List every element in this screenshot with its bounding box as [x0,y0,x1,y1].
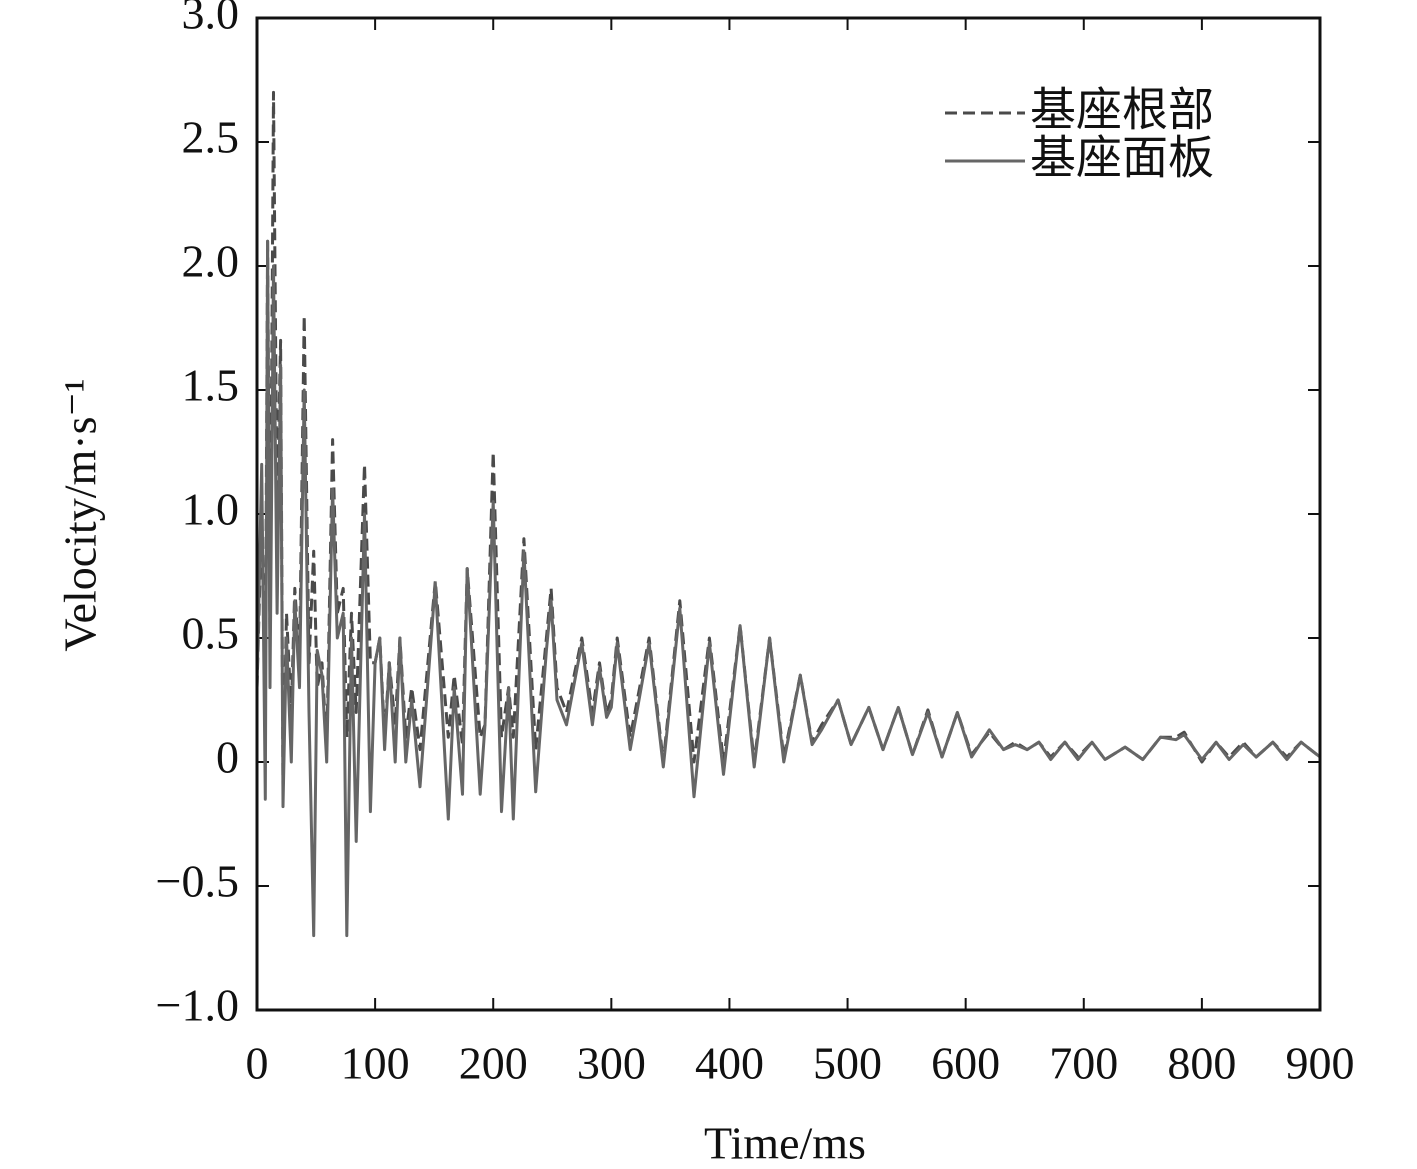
y-tick-label: 1.0 [182,484,240,535]
series-line [255,90,1321,789]
y-tick-label: 3.0 [182,0,240,39]
x-tick-label: 0 [246,1038,269,1089]
y-tick-label: 0 [216,732,239,783]
y-tick-label: 0.5 [182,608,240,659]
y-tick-label: 1.5 [182,360,240,411]
x-axis-label: Time/ms [704,1118,866,1169]
x-tick-label: 700 [1049,1038,1118,1089]
series-line [255,239,1321,938]
x-tick-label: 200 [459,1038,528,1089]
x-tick-label: 300 [577,1038,646,1089]
y-axis-label: Velocity/m·s⁻¹ [55,378,106,651]
y-tick-label: −0.5 [156,856,239,907]
x-tick-label: 100 [341,1038,410,1089]
x-tick-label: 400 [695,1038,764,1089]
plot-frame [255,16,1322,1012]
y-tick-label: 2.0 [182,236,240,287]
legend-label: 基座根部 [1030,83,1214,137]
x-tick-label: 800 [1167,1038,1236,1089]
y-tick-label: −1.0 [156,980,239,1031]
x-tick-label: 600 [931,1038,1000,1089]
legend-label: 基座面板 [1030,131,1214,185]
y-tick-label: 2.5 [182,112,240,163]
x-tick-label: 500 [813,1038,882,1089]
x-tick-label: 900 [1286,1038,1355,1089]
